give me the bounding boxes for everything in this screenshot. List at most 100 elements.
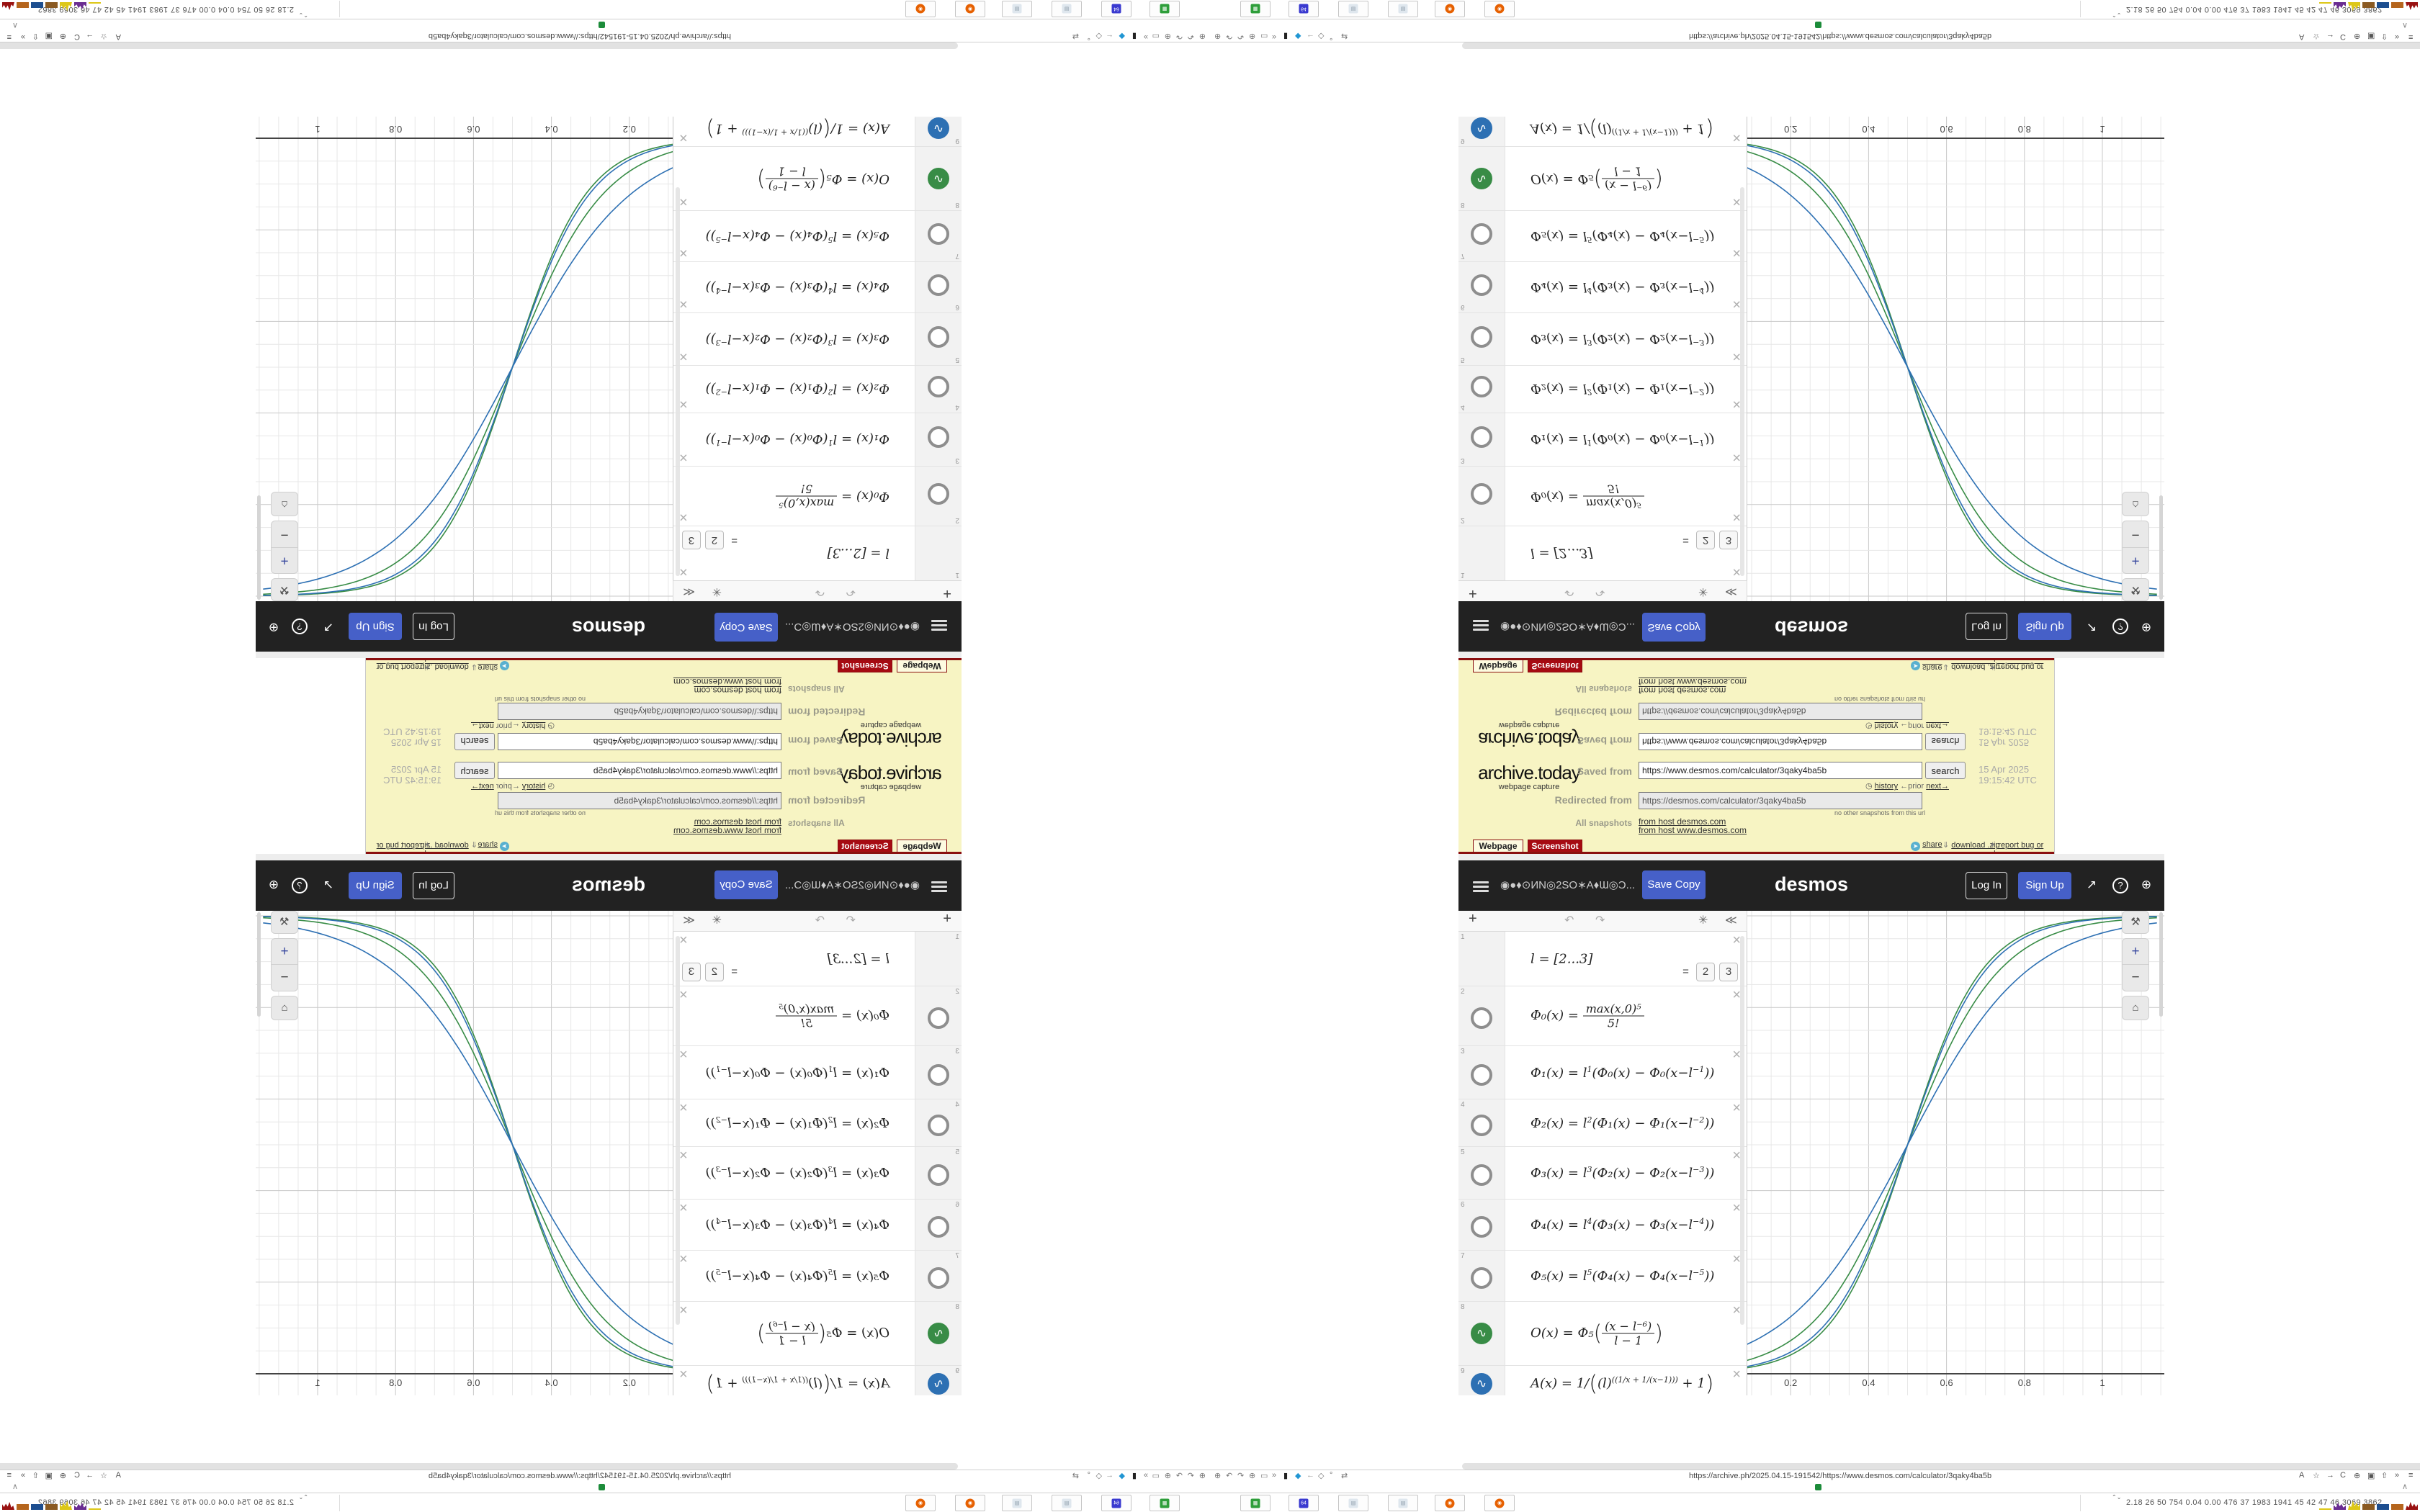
expression-row[interactable]: 3 Φ₁(x) = l1(Φ₀(x) − Φ₀(x−l−1)) × [673, 1046, 962, 1099]
zoom-out-button[interactable]: − [2123, 522, 2148, 548]
tab-webpage[interactable]: Webpage [1473, 660, 1523, 672]
expression-latex[interactable]: Φ₂(x) = l2(Φ₁(x) − Φ₁(x−l−2)) [1531, 381, 1715, 397]
host-link-www-desmos[interactable]: from host www.desmos.com [1639, 677, 1747, 687]
expression-latex[interactable]: Φ₁(x) = l1(Φ₀(x) − Φ₀(x−l−1)) [1531, 1064, 1715, 1081]
tab-screenshot[interactable]: Screenshot [1528, 660, 1582, 672]
reload-icon[interactable]: C [74, 1471, 80, 1480]
value-chip[interactable]: 3 [1719, 963, 1738, 981]
gesture-icon[interactable]: ⇧ [2381, 32, 2388, 40]
delete-expression-icon[interactable]: × [1732, 245, 1741, 261]
delete-expression-icon[interactable]: × [1732, 509, 1741, 525]
value-chip[interactable]: 2 [1696, 963, 1715, 981]
delete-expression-icon[interactable]: × [679, 1148, 688, 1164]
chevrons-icon[interactable]: » [20, 32, 25, 41]
expression-row[interactable]: 8 ∿ O(x) = Φ₅((x − l⁻⁶) l − 1) × [1458, 1302, 1747, 1366]
delete-expression-icon[interactable]: × [1732, 932, 1741, 948]
translate-icon[interactable]: A [2299, 32, 2305, 41]
desmos-favicon[interactable] [1815, 1484, 1821, 1490]
expression-row[interactable]: 3 Φ₁(x) = l1(Φ₀(x) − Φ₀(x−l−1)) × [1458, 413, 1747, 466]
delete-expression-icon[interactable]: × [679, 194, 688, 210]
hidden-plot-toggle[interactable] [1471, 376, 1492, 398]
hamburger-icon[interactable]: ≡ [6, 32, 12, 41]
value-chip[interactable]: 3 [682, 963, 701, 981]
sign-up-button[interactable]: Sign Up [349, 872, 402, 899]
delete-expression-icon[interactable]: × [1732, 449, 1741, 465]
hidden-plot-toggle[interactable] [1471, 326, 1492, 348]
folder-icon[interactable]: ▭ [1152, 32, 1160, 40]
translate-icon[interactable]: A [115, 32, 121, 41]
language-globe-icon[interactable]: ⊕ [2141, 878, 2152, 891]
settings-gear-icon[interactable]: ✳ [712, 914, 722, 927]
expression-latex[interactable]: Φ₄(x) = l4(Φ₃(x) − Φ₃(x−l−4)) [705, 279, 889, 295]
site-globe-icon[interactable]: ⊕ [1198, 32, 1206, 40]
delete-expression-icon[interactable]: × [679, 1200, 688, 1216]
zip-disk-icon[interactable]: ▦ [1240, 1495, 1270, 1511]
reload-icon[interactable]: C [74, 32, 80, 41]
back-arrow-icon[interactable]: ← [1106, 1471, 1113, 1480]
nav-arrow-icon[interactable]: → [86, 32, 94, 41]
expression-latex[interactable]: Φ₄(x) = l4(Φ₃(x) − Φ₃(x−l−4)) [1531, 279, 1715, 295]
graph-title[interactable]: ◉●♦⊙ИN◎2SO∗A♦Ɯ◎Ɔ... [1500, 621, 1636, 633]
expression-latex[interactable]: A(x) = 1/((l)((1/x + 1/(x−1))) + 1) [706, 1371, 889, 1396]
graph-paper[interactable]: ⚒ + − ⌂ 0.2 0.4 0.6 0.8 1 [1747, 117, 2164, 601]
share-link[interactable]: share [1922, 663, 1942, 672]
translate-icon[interactable]: A [2299, 1471, 2305, 1480]
delete-expression-icon[interactable]: × [679, 932, 688, 948]
collapse-panel-icon[interactable]: ≪ [1725, 914, 1737, 927]
hidden-plot-toggle[interactable] [928, 483, 949, 505]
expression-latex[interactable]: Φ₁(x) = l1(Φ₀(x) − Φ₀(x−l−1)) [705, 1064, 889, 1081]
expression-latex[interactable]: l = [2...3] [1531, 951, 1593, 966]
expression-latex[interactable]: Φ₂(x) = l2(Φ₁(x) − Φ₁(x−l−2)) [705, 1115, 889, 1131]
zip-disk-icon[interactable]: ▦ [1150, 1495, 1180, 1511]
expression-row[interactable]: 5 Φ₃(x) = l3(Φ₂(x) − Φ₂(x−l−3)) × [1458, 1147, 1747, 1200]
search-button[interactable]: search [1925, 762, 1966, 779]
address-bar[interactable]: https://archive.ph/2025.04.15-191542/htt… [1210, 29, 2420, 42]
hidden-plot-toggle[interactable] [1471, 1063, 1492, 1086]
delete-expression-icon[interactable]: × [1732, 564, 1741, 580]
expression-latex[interactable]: l = [2...3] [1531, 546, 1593, 561]
expression-latex[interactable]: Φ₄(x) = l4(Φ₃(x) − Φ₃(x−l−4)) [705, 1217, 889, 1233]
chevrons-icon[interactable]: » [2395, 1471, 2400, 1480]
menu-icon[interactable] [1473, 618, 1489, 633]
history-link[interactable]: history [1874, 782, 1899, 791]
floppy-64-icon[interactable]: 64 [1289, 1, 1319, 17]
value-chip[interactable]: 3 [1719, 531, 1738, 549]
help-icon[interactable]: ? [2112, 878, 2128, 894]
prior-link[interactable]: ←prior [1900, 721, 1924, 730]
expression-row[interactable]: 8 ∿ O(x) = Φ₅((x − l⁻⁶) l − 1) × [673, 1302, 962, 1366]
language-globe-icon[interactable]: ⊕ [268, 621, 279, 634]
globe-icon[interactable]: ⊕ [1249, 32, 1256, 40]
value-chip[interactable]: 2 [1696, 531, 1715, 549]
graph-settings-wrench-icon[interactable]: ⚒ [2122, 578, 2149, 601]
delete-expression-icon[interactable]: × [1732, 396, 1741, 412]
toggle-icon[interactable]: ⇄ [1072, 32, 1079, 40]
notepad-icon[interactable]: ▤ [1388, 1, 1418, 17]
floppy-64-icon[interactable]: 64 [1101, 1495, 1131, 1511]
overflow-icon[interactable]: » [1272, 32, 1277, 41]
nav-arrow-icon[interactable]: → [2326, 1471, 2334, 1480]
value-chip[interactable]: 2 [705, 531, 724, 549]
firefox-icon[interactable]: ◉ [1435, 1495, 1465, 1511]
expression-row[interactable]: 3 Φ₁(x) = l1(Φ₀(x) − Φ₀(x−l−1)) × [1458, 1046, 1747, 1099]
shield-icon[interactable]: ◇ [1095, 32, 1102, 40]
delete-expression-icon[interactable]: × [1732, 1367, 1741, 1382]
language-globe-icon[interactable]: ⊕ [2141, 621, 2152, 634]
kite-icon[interactable]: ◆ [1119, 1472, 1125, 1480]
graph-settings-wrench-icon[interactable]: ⚒ [2122, 911, 2149, 934]
zoom-in-button[interactable]: + [2131, 553, 2140, 568]
hidden-plot-toggle[interactable] [928, 1164, 949, 1186]
host-link-desmos[interactable]: from host desmos.com [694, 685, 781, 696]
expression-latex[interactable]: Φ₃(x) = l3(Φ₂(x) − Φ₂(x−l−3)) [705, 331, 889, 347]
expression-row[interactable]: 3 Φ₁(x) = l1(Φ₀(x) − Φ₀(x−l−1)) × [673, 413, 962, 466]
download-zip-link[interactable]: download .zip [1951, 841, 2000, 850]
toggle-icon[interactable]: ⇄ [1341, 32, 1348, 40]
share-link[interactable]: share [478, 840, 498, 849]
plot-toggle[interactable]: ∿ [1471, 168, 1492, 189]
next-link[interactable]: next→ [470, 782, 494, 791]
trash-icon[interactable]: ▮ [1283, 32, 1289, 40]
notepad-icon[interactable]: ▤ [1338, 1, 1368, 17]
hidden-plot-toggle[interactable] [1471, 1164, 1492, 1186]
zip-disk-icon[interactable]: ▦ [1150, 1, 1180, 17]
saved-from-input[interactable] [498, 733, 781, 750]
